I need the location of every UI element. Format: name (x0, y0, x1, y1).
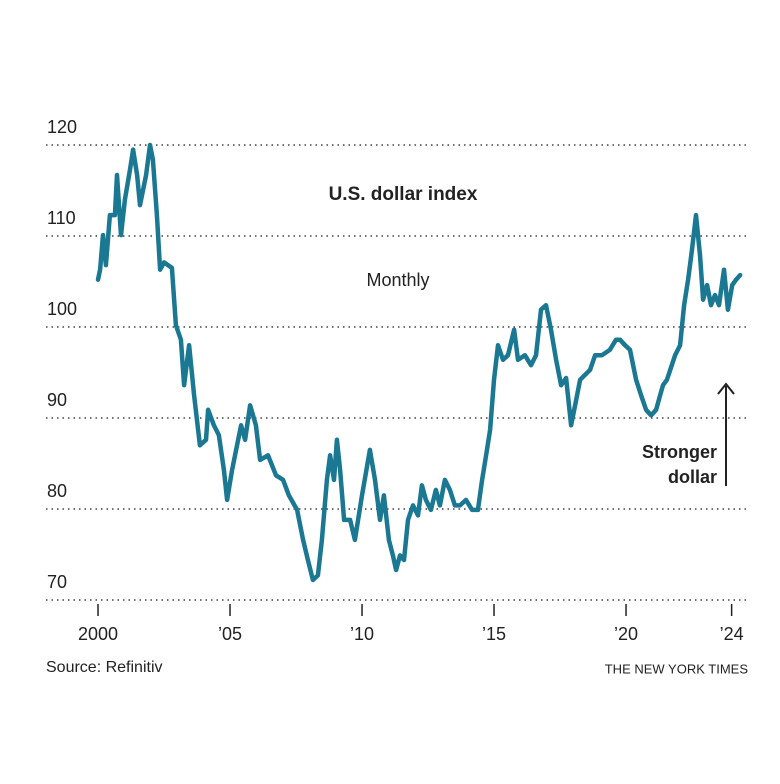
chart-title: U.S. dollar index (329, 184, 478, 205)
chart-subtitle: Monthly (366, 270, 429, 290)
data-line (95, 142, 743, 583)
y-tick-label: 120 (47, 117, 77, 137)
x-tick-label: ’15 (482, 624, 506, 644)
y-tick-label: 90 (47, 390, 67, 410)
y-tick-label: 100 (47, 299, 77, 319)
x-tick-label: ’05 (218, 624, 242, 644)
x-tick-label: ’24 (720, 624, 744, 644)
annotation: dollar (668, 467, 717, 487)
y-tick-label: 110 (47, 208, 76, 228)
source: Source: Refinitiv (46, 659, 163, 676)
credit: THE NEW YORK TIMES (605, 661, 749, 676)
y-tick-label: 70 (47, 572, 67, 592)
annotation: Stronger (642, 442, 717, 462)
arrow-head (717, 382, 735, 395)
x-tick-label: ’20 (614, 624, 638, 644)
y-tick-label: 80 (47, 481, 67, 501)
x-tick-label: ’10 (350, 624, 374, 644)
x-tick-label: 2000 (78, 624, 118, 644)
